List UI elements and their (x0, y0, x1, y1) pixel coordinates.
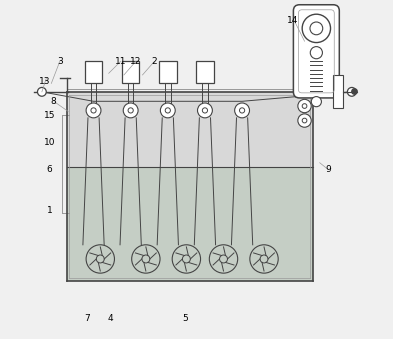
Circle shape (347, 87, 356, 96)
Circle shape (302, 118, 307, 123)
Bar (122, 61, 140, 83)
Text: 8: 8 (50, 98, 56, 106)
Text: 6: 6 (47, 165, 53, 174)
Circle shape (165, 108, 171, 113)
Text: 13: 13 (39, 77, 50, 86)
Circle shape (311, 97, 321, 107)
Circle shape (86, 103, 101, 118)
Circle shape (302, 14, 331, 43)
Bar (85, 61, 102, 83)
Bar (333, 75, 343, 108)
Text: 14: 14 (287, 17, 298, 25)
Text: 10: 10 (44, 138, 55, 147)
Text: 9: 9 (325, 165, 331, 174)
Text: 3: 3 (57, 57, 62, 66)
Text: 15: 15 (44, 111, 55, 120)
FancyBboxPatch shape (294, 5, 339, 98)
Text: 11: 11 (115, 57, 126, 66)
Circle shape (302, 104, 307, 108)
Circle shape (298, 114, 311, 127)
Circle shape (310, 22, 323, 35)
Text: 12: 12 (130, 57, 141, 66)
Circle shape (128, 108, 133, 113)
Text: 1: 1 (47, 205, 53, 215)
Circle shape (37, 87, 46, 96)
Text: 7: 7 (84, 314, 90, 322)
Circle shape (160, 103, 175, 118)
Text: 4: 4 (108, 314, 113, 322)
Bar (159, 61, 176, 83)
Bar (66, 167, 313, 281)
Circle shape (239, 108, 245, 113)
Bar (66, 92, 313, 167)
Text: 5: 5 (182, 314, 187, 322)
Circle shape (202, 108, 208, 113)
Bar (196, 61, 214, 83)
Circle shape (352, 89, 357, 94)
Text: 2: 2 (151, 57, 157, 66)
Circle shape (235, 103, 250, 118)
Circle shape (198, 103, 212, 118)
Circle shape (310, 46, 322, 59)
Circle shape (91, 108, 96, 113)
Circle shape (123, 103, 138, 118)
Circle shape (298, 99, 311, 113)
